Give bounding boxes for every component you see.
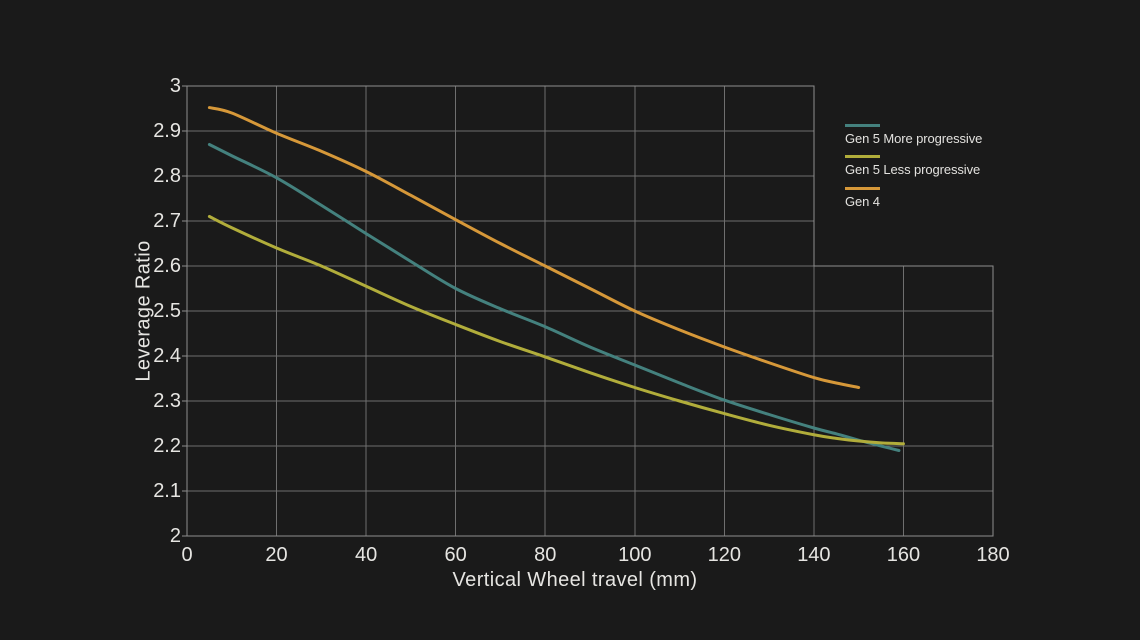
x-tick-label: 60 [444,544,467,566]
legend: Gen 5 More progressive Gen 5 Less progres… [845,124,982,218]
x-tick-label: 180 [976,544,1010,566]
legend-item: Gen 4 [845,186,982,209]
y-tick-label: 2.8 [153,165,181,187]
x-tick-label: 40 [354,544,378,566]
y-tick-label: 2.5 [153,300,181,322]
y-tick-label: 2.9 [153,120,181,142]
y-tick-label: 2 [169,525,181,547]
x-tick-label: 160 [886,544,921,566]
series-line-gen-5-less-progressive [207,215,905,446]
y-tick-label: 2.2 [153,435,181,457]
legend-swatch [845,186,880,190]
legend-label: Gen 5 Less progressive [845,162,981,178]
x-tick-label: 120 [707,544,742,566]
x-tick-label: 140 [797,544,831,566]
x-tick-label: 20 [265,544,288,566]
y-tick-label: 3 [169,75,181,97]
series-line-gen-5-more-progressive [207,143,901,452]
legend-label: Gen 4 [845,193,880,209]
x-tick-label: 80 [534,544,557,566]
y-axis-ticks [182,85,187,537]
x-tick-label: 100 [618,544,652,566]
y-tick-label: 2.7 [153,210,181,232]
series-line-gen-4 [207,106,861,389]
y-tick-label: 2.3 [153,390,181,412]
y-axis-title: Leverage Ratio [132,240,155,382]
legend-label: Gen 5 More progressive [845,131,983,146]
legend-swatch [845,124,880,127]
legend-item: Gen 5 Less progressive [845,155,982,177]
legend-item: Gen 5 More progressive [845,124,982,146]
x-axis-title: Vertical Wheel travel (mm) [452,569,698,591]
y-tick-label: 2.1 [153,480,181,502]
legend-swatch [845,155,880,159]
x-tick-label: 0 [181,544,193,566]
y-tick-label: 2.4 [153,345,181,367]
y-tick-label: 2.6 [153,255,181,277]
